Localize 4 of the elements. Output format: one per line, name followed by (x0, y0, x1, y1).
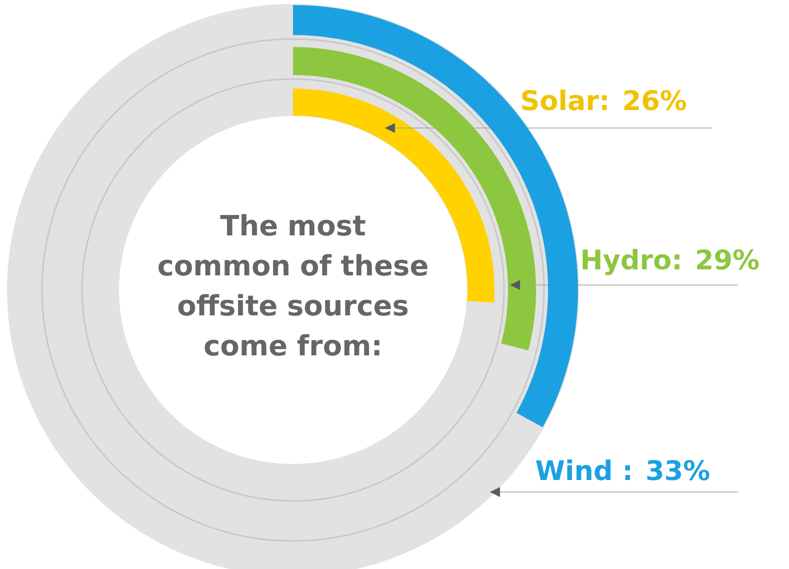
data-label: Wind : 33% (536, 460, 710, 480)
text: The most common of these offsite sources come from: (158, 214, 428, 356)
data-label: Hydro: 29% (582, 248, 759, 276)
data-label: Solar: 26% (522, 90, 686, 110)
